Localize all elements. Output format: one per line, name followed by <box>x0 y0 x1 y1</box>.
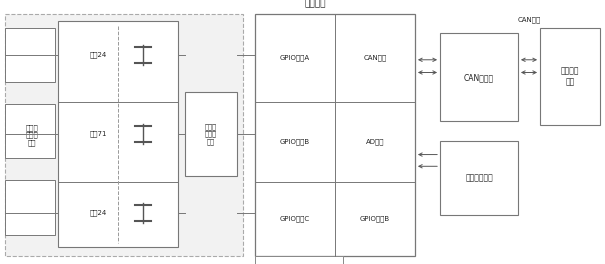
Text: AD模块: AD模块 <box>366 139 384 145</box>
Bar <box>5 180 55 235</box>
Bar <box>5 104 55 158</box>
Bar <box>440 34 518 121</box>
Text: GPIO模块B: GPIO模块B <box>360 216 390 222</box>
Text: CAN模块: CAN模块 <box>364 55 387 61</box>
Bar <box>255 256 343 264</box>
Text: 电池管理
系统: 电池管理 系统 <box>561 67 579 86</box>
Bar <box>440 141 518 215</box>
Bar <box>5 27 55 82</box>
Text: CAN收发器: CAN收发器 <box>464 73 494 82</box>
Text: 大功率
变控制
电路: 大功率 变控制 电路 <box>25 124 38 146</box>
Bar <box>185 92 237 176</box>
Bar <box>255 14 415 256</box>
Text: 电池24: 电池24 <box>90 210 106 216</box>
Bar <box>5 14 243 256</box>
Text: 电压采样电路: 电压采样电路 <box>465 173 493 182</box>
Bar <box>58 21 178 247</box>
Text: GPIO模块B: GPIO模块B <box>280 139 310 145</box>
Text: 电池24: 电池24 <box>90 51 106 58</box>
Text: GPIO模块A: GPIO模块A <box>280 55 310 61</box>
Text: 微控制器: 微控制器 <box>304 0 325 9</box>
Text: 电功率
变控机
电路: 电功率 变控机 电路 <box>205 123 217 145</box>
Text: CAN总线: CAN总线 <box>517 16 541 23</box>
Text: 电池71: 电池71 <box>90 131 106 137</box>
Text: GPIO模块C: GPIO模块C <box>280 216 310 222</box>
Bar <box>540 27 600 125</box>
